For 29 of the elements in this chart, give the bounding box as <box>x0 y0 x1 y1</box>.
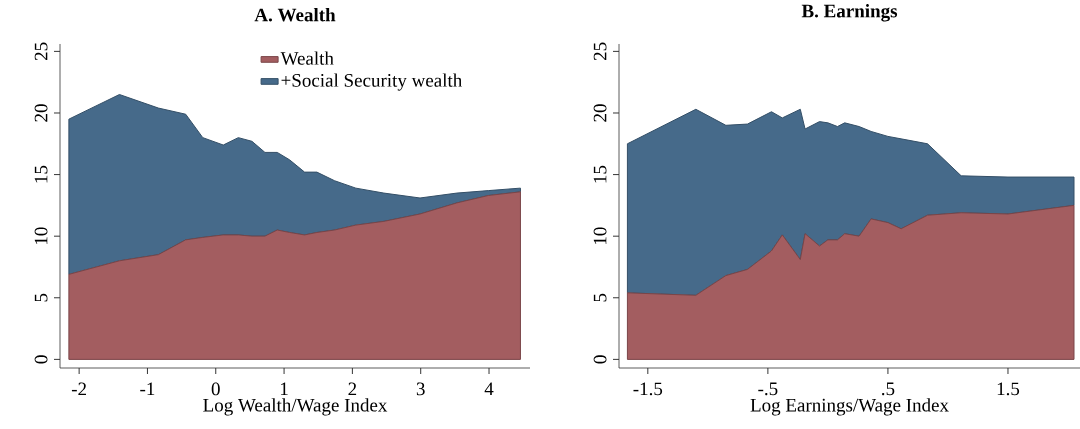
y-tick-label: 0 <box>593 355 607 364</box>
chart-title: A. Wealth <box>254 8 336 22</box>
y-tick-label: 25 <box>593 42 607 61</box>
y-tick-label: 0 <box>34 355 48 364</box>
x-tick-label: -2 <box>71 382 86 396</box>
chart-title: B. Earnings <box>801 4 898 22</box>
y-tick-label: 5 <box>34 293 48 302</box>
y-tick-label: 25 <box>34 42 48 61</box>
x-axis-title: Log Wealth/Wage Index <box>203 398 388 416</box>
y-tick-label: 5 <box>593 293 607 302</box>
y-tick-label: 10 <box>34 227 48 245</box>
y-tick-label: 15 <box>593 165 607 183</box>
x-tick-label: -1.5 <box>633 382 663 396</box>
legend-label: +Social Security wealth <box>281 73 463 91</box>
x-tick-label: 1 <box>280 382 288 396</box>
x-tick-label: 3 <box>416 382 425 396</box>
y-tick-label: 10 <box>593 227 607 245</box>
legend-label: Wealth <box>280 51 334 65</box>
x-tick-label: 4 <box>484 382 494 396</box>
y-tick-label: 15 <box>34 165 48 183</box>
x-tick-label: 0 <box>211 382 220 396</box>
x-tick-label: -1 <box>140 382 155 396</box>
x-axis-title: Log Earnings/Wage Index <box>750 398 949 416</box>
x-tick-label: 1.5 <box>997 382 1020 396</box>
x-tick-label: -.5 <box>758 382 778 396</box>
y-tick-label: 20 <box>34 104 48 122</box>
x-tick-label: .5 <box>882 382 895 396</box>
y-tick-label: 20 <box>593 104 607 122</box>
x-tick-label: 2 <box>348 382 357 396</box>
